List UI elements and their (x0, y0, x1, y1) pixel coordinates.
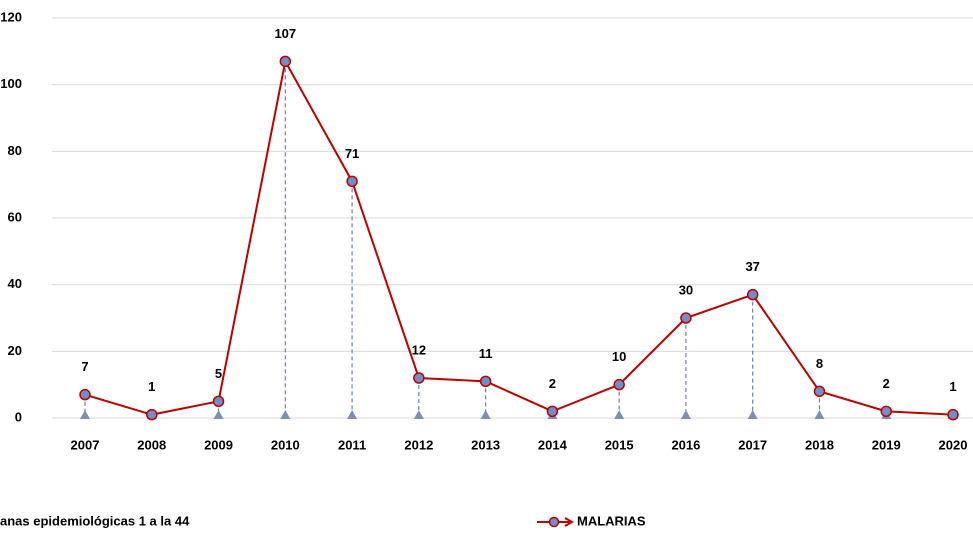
data-label: 30 (679, 282, 693, 297)
data-label: 10 (612, 349, 626, 364)
data-label: 71 (345, 146, 359, 161)
base-marker (80, 410, 90, 419)
x-tick-label: 2008 (137, 437, 166, 452)
data-label: 12 (412, 342, 426, 357)
x-tick-label: 2010 (271, 437, 300, 452)
point (79, 388, 91, 401)
x-tick-label: 2007 (71, 437, 100, 452)
y-tick-label: 120 (0, 9, 22, 24)
data-label: 11 (479, 346, 493, 361)
point (947, 408, 959, 421)
point (346, 175, 358, 188)
data-label: 5 (215, 366, 222, 381)
y-tick-label: 0 (15, 409, 22, 424)
point (212, 395, 225, 408)
y-tick-label: 20 (8, 343, 22, 358)
point (813, 385, 826, 398)
y-tick-label: 40 (8, 276, 22, 291)
point (746, 288, 759, 301)
point (279, 55, 292, 68)
data-label: 1 (148, 379, 155, 394)
legend-label: MALARIAS (577, 513, 646, 528)
x-tick-label: 2016 (671, 437, 700, 452)
point (880, 405, 892, 418)
legend-marker (548, 516, 560, 528)
point (413, 372, 425, 384)
x-tick-label: 2018 (805, 437, 834, 452)
base-marker (347, 410, 358, 419)
base-marker (814, 410, 825, 419)
y-tick-label: 80 (8, 143, 22, 158)
data-label: 1 (949, 379, 956, 394)
legend-arrow (564, 517, 575, 527)
data-label: 107 (274, 26, 296, 41)
point (613, 378, 625, 391)
x-tick-label: 2020 (939, 437, 968, 452)
data-label: 37 (745, 259, 759, 274)
base-marker (213, 410, 224, 419)
point (546, 405, 559, 418)
x-tick-label: 2014 (538, 437, 568, 452)
x-tick-label: 2019 (872, 437, 901, 452)
base-marker (747, 410, 758, 419)
base-marker (480, 410, 491, 419)
data-label: 2 (883, 376, 890, 391)
base-marker (614, 410, 625, 419)
base-marker (413, 410, 424, 419)
data-label: 7 (81, 359, 88, 374)
x-tick-label: 2009 (204, 437, 233, 452)
base-marker (680, 410, 691, 419)
y-tick-label: 100 (0, 76, 22, 91)
x-tick-label: 2011 (338, 437, 366, 452)
point (479, 375, 492, 388)
y-tick-label: 60 (8, 209, 22, 224)
x-tick-label: 2013 (471, 437, 500, 452)
point (680, 312, 692, 324)
footnote: anas epidemiológicas 1 a la 44 (0, 513, 190, 528)
point (146, 408, 158, 421)
x-tick-label: 2015 (605, 437, 634, 452)
data-label: 8 (816, 356, 823, 371)
x-tick-label: 2017 (738, 437, 767, 452)
x-tick-label: 2012 (404, 437, 433, 452)
base-marker (280, 410, 291, 419)
series-line (84, 58, 954, 416)
data-label: 2 (549, 376, 556, 391)
